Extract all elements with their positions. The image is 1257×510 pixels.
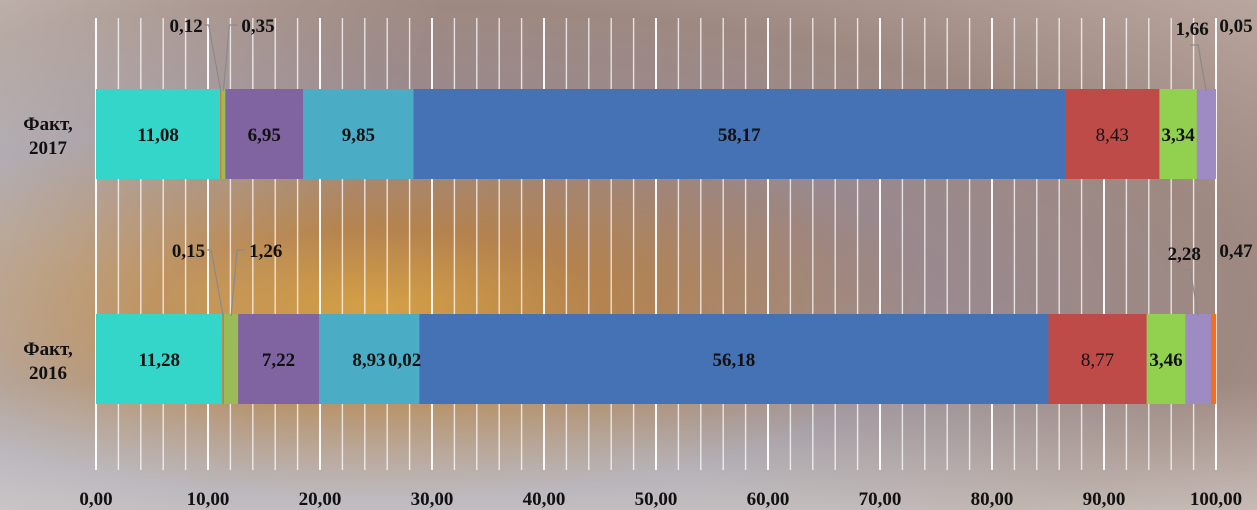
data-label: 0,12 <box>170 16 203 37</box>
bar-segment <box>1065 89 1160 179</box>
bar-segment <box>238 314 319 404</box>
data-label: 0,35 <box>241 16 274 37</box>
category-labels: Факт, 2017 Факт, 2016 <box>23 114 73 384</box>
x-tick-label: 10,00 <box>187 489 230 510</box>
x-tick-label: 20,00 <box>299 489 342 510</box>
bar-segment <box>318 314 420 404</box>
x-tick-label: 70,00 <box>859 489 902 510</box>
x-tick-label: 60,00 <box>747 489 790 510</box>
bar-segment <box>419 314 1049 404</box>
x-tick-label: 0,00 <box>79 489 112 510</box>
callout-line <box>207 249 224 317</box>
data-label: 1,66 <box>1176 19 1209 40</box>
data-labels: 11,08 0,12 0,35 6,95 9,85 58,17 8,43 3,34 1,66 0,… <box>137 16 1253 371</box>
data-label: 0,47 <box>1219 241 1253 262</box>
x-tick-label: 40,00 <box>523 489 566 510</box>
bar-segment <box>1159 89 1197 179</box>
data-label: 6,95 <box>248 125 281 146</box>
callout-line <box>230 249 246 317</box>
data-label: 8,43 <box>1096 125 1129 146</box>
data-label: 58,17 <box>718 125 761 146</box>
data-label: 1,26 <box>249 241 282 262</box>
category-label: Факт, <box>23 339 73 360</box>
callout-lines <box>204 24 1207 317</box>
data-label: 11,08 <box>137 125 179 146</box>
category-label: Факт, <box>23 114 73 135</box>
data-label: 7,22 <box>262 350 295 371</box>
bar-segment <box>1146 314 1186 404</box>
data-label: 3,46 <box>1149 350 1182 371</box>
bar-segment <box>221 89 226 179</box>
x-tick-label: 80,00 <box>971 489 1014 510</box>
callout-line <box>222 24 238 92</box>
callout-line <box>1182 269 1199 317</box>
data-label: 0,05 <box>1219 16 1252 37</box>
data-label: 8,93 <box>352 350 385 371</box>
bar-segment <box>1210 314 1217 404</box>
x-tick-label: 50,00 <box>635 489 678 510</box>
bar-segment <box>96 314 223 404</box>
bar-segment <box>413 89 1066 179</box>
data-label: 0,15 <box>172 241 205 262</box>
bars <box>96 89 1217 404</box>
data-label: 8,77 <box>1081 350 1114 371</box>
bar-segment <box>1196 89 1216 179</box>
data-label: 2,28 <box>1168 244 1201 265</box>
x-axis-ticks: 0,00 10,00 20,00 30,00 40,00 50,00 60,00 70,00 8… <box>79 489 1242 510</box>
data-label: 56,18 <box>712 350 755 371</box>
data-label: 9,85 <box>342 125 375 146</box>
x-tick-label: 100,00 <box>1190 489 1242 510</box>
data-label: 3,34 <box>1162 125 1196 146</box>
bar-segment <box>222 314 225 404</box>
callout-line <box>1190 44 1207 92</box>
bar-segment <box>220 89 222 179</box>
data-label: 11,28 <box>138 350 180 371</box>
bar-segment <box>1215 89 1217 179</box>
x-tick-label: 30,00 <box>411 489 454 510</box>
bar-segment <box>224 314 239 404</box>
callout-line <box>204 24 222 92</box>
category-label: 2017 <box>29 138 68 159</box>
bar-segment <box>96 89 221 179</box>
category-label: 2016 <box>29 363 67 384</box>
bar-segment <box>1048 314 1147 404</box>
bar-segment <box>303 89 414 179</box>
x-tick-label: 90,00 <box>1083 489 1126 510</box>
data-label: 0,02 <box>388 350 421 371</box>
bar-segment <box>225 89 304 179</box>
bar-segment <box>1185 314 1211 404</box>
